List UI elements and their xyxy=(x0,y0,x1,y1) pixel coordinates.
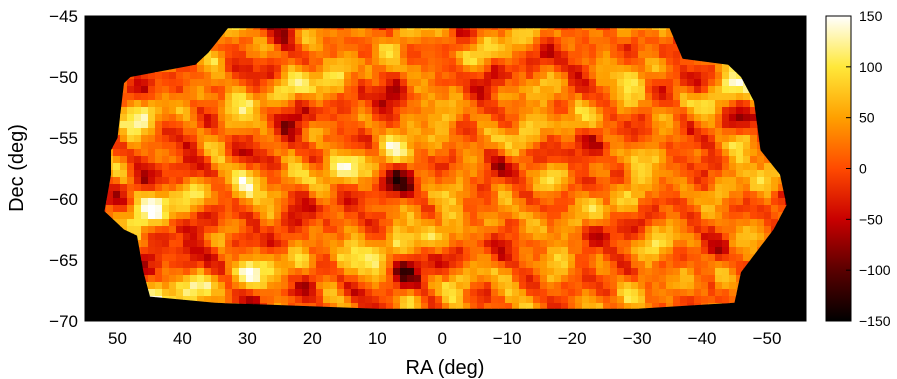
x-tick-label: −20 xyxy=(558,329,587,348)
y-tick-label: −55 xyxy=(49,129,78,148)
x-tick-label: 30 xyxy=(238,329,257,348)
plot-area xyxy=(85,16,806,321)
colorbar-tick-label: 150 xyxy=(859,8,883,24)
colorbar-tick-label: −150 xyxy=(859,313,891,329)
y-tick-label: −70 xyxy=(49,312,78,331)
y-tick-label: −65 xyxy=(49,251,78,270)
x-tick-label: −40 xyxy=(688,329,717,348)
y-tick-label: −60 xyxy=(49,190,78,209)
colorbar-tick-label: 0 xyxy=(859,161,867,177)
x-tick-label: 40 xyxy=(173,329,192,348)
colorbar-tick-label: −50 xyxy=(859,211,883,227)
x-tick-label: 10 xyxy=(368,329,387,348)
y-tick-label: −45 xyxy=(49,7,78,26)
x-tick-label: 50 xyxy=(108,329,127,348)
colorbar-tick-label: −100 xyxy=(859,262,891,278)
colorbar-ticks: 150 100 50 0 −50 −100 −150 xyxy=(846,8,891,329)
colorbar-tick-label: 100 xyxy=(859,59,883,75)
x-axis: 50 40 30 20 10 0 −10 −20 −30 −40 −50 xyxy=(108,16,781,348)
x-tick-label: −10 xyxy=(493,329,522,348)
colorbar: 150 100 50 0 −50 −100 −150 xyxy=(825,8,891,329)
plot-frame xyxy=(84,15,807,322)
x-axis-label: RA (deg) xyxy=(406,357,485,379)
x-tick-label: 0 xyxy=(438,329,447,348)
x-tick-label: 20 xyxy=(303,329,322,348)
y-axis: −45 −50 −55 −60 −65 −70 xyxy=(49,7,806,331)
x-tick-label: −50 xyxy=(753,329,782,348)
y-axis-label: Dec (deg) xyxy=(6,124,28,212)
colorbar-tick-label: 50 xyxy=(859,110,875,126)
x-tick-label: −30 xyxy=(623,329,652,348)
y-tick-label: −50 xyxy=(49,68,78,87)
